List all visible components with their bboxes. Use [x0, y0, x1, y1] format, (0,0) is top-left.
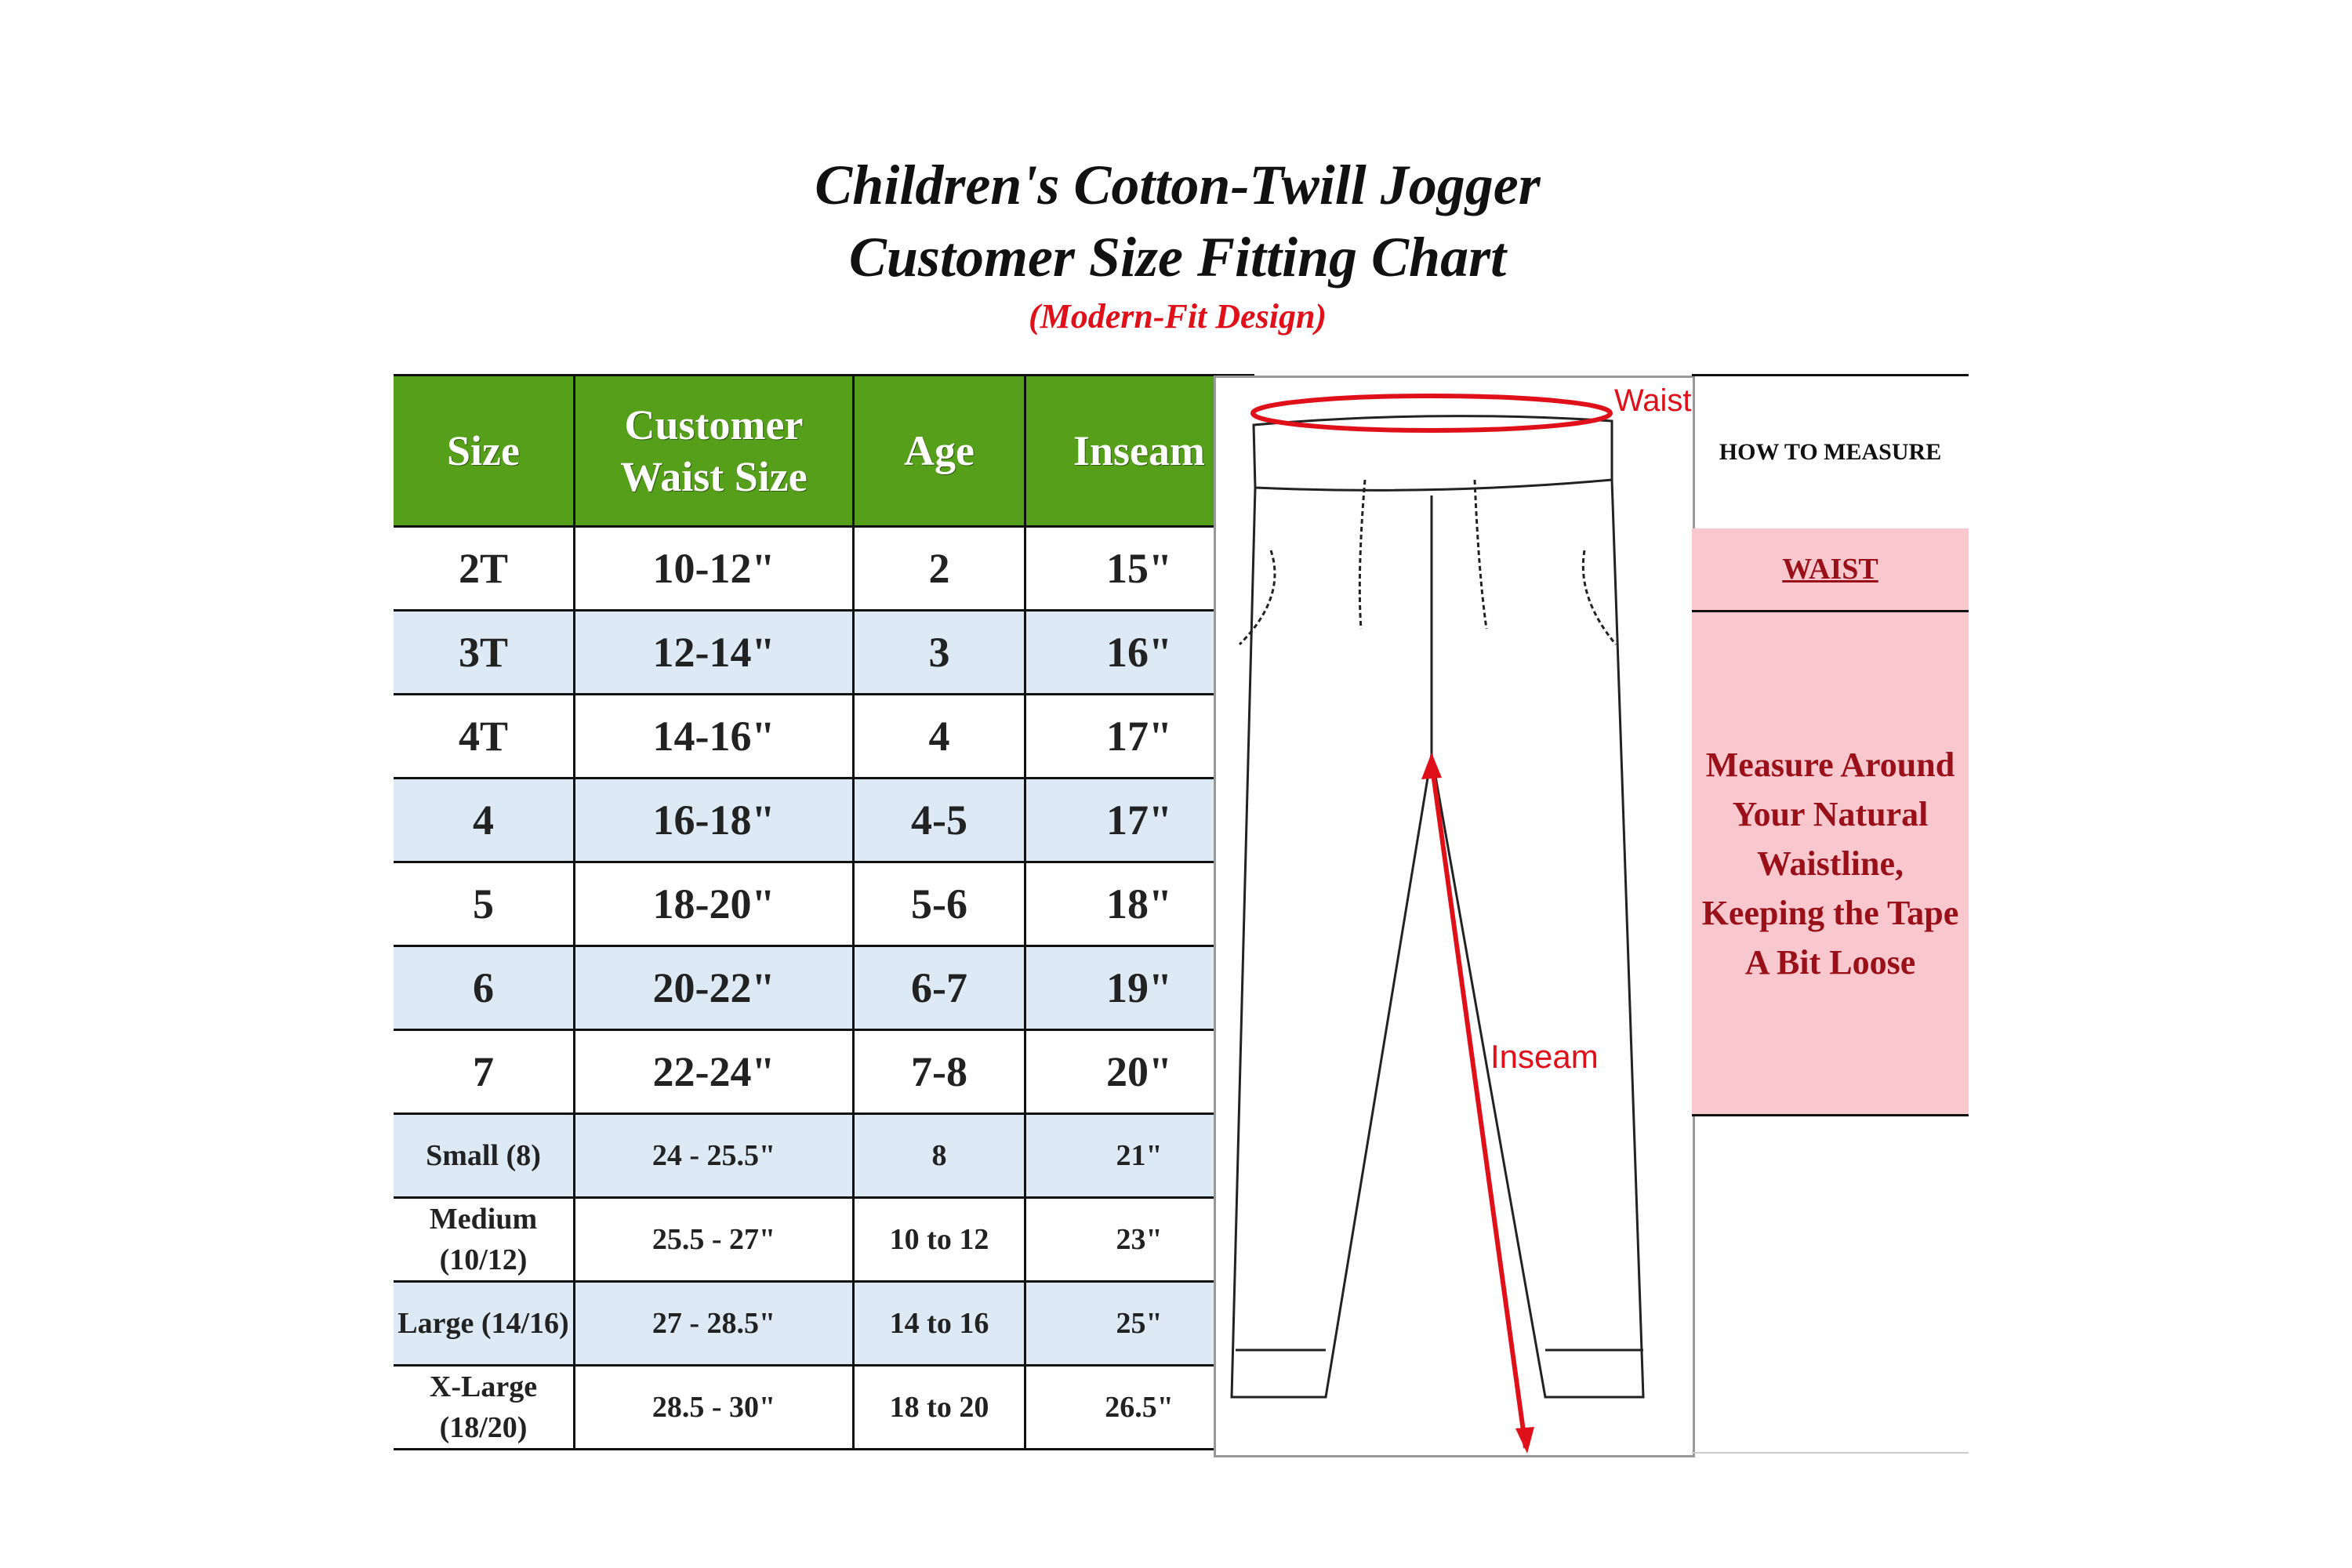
table-row: Large (14/16) 27 - 28.5" 14 to 16 25" — [394, 1280, 1254, 1367]
table-cell: X-Large (18/20) — [394, 1364, 575, 1450]
table-cell: 7 — [394, 1029, 575, 1115]
inseam-label: Inseam — [1490, 1038, 1599, 1075]
table-cell: 10 to 12 — [852, 1196, 1026, 1283]
table-cell: Small (8) — [394, 1112, 575, 1199]
table-cell: 25.5 - 27" — [573, 1196, 855, 1283]
table-cell: 4T — [394, 693, 575, 779]
table-cell: 18 to 20 — [852, 1364, 1026, 1450]
table-cell: 28.5 - 30" — [573, 1364, 855, 1450]
subtitle: (Modern-Fit Design) — [1028, 297, 1327, 336]
table-row: 4 16-18" 4-5 17" — [394, 777, 1254, 863]
jogger-illustration: Waist Inseam — [1230, 383, 1692, 1454]
divider — [1692, 1452, 1969, 1454]
table-row: 7 22-24" 7-8 20" — [394, 1029, 1254, 1115]
table-cell: 3 — [852, 609, 1026, 695]
table-cell: 14 to 16 — [852, 1280, 1026, 1367]
table-row: 4T 14-16" 4 17" — [394, 693, 1254, 779]
table-row: 5 18-20" 5-6 18" — [394, 861, 1254, 947]
waist-section-label: WAIST — [1692, 528, 1969, 612]
table-row: 2T 10-12" 2 15" — [394, 525, 1254, 612]
table-cell: 18-20" — [573, 861, 855, 947]
table-cell: 3T — [394, 609, 575, 695]
waist-measure-ellipse — [1250, 394, 1613, 433]
table-cell: 8 — [852, 1112, 1026, 1199]
column-header: Size — [394, 374, 575, 528]
table-cell: 4-5 — [852, 777, 1026, 863]
table-cell: 24 - 25.5" — [573, 1112, 855, 1199]
jogger-diagram: Waist Inseam — [1214, 376, 1695, 1457]
table-cell: 5 — [394, 861, 575, 947]
table-cell: 6 — [394, 945, 575, 1031]
table-row: Medium (10/12) 25.5 - 27" 10 to 12 23" — [394, 1196, 1254, 1283]
table-cell: Large (14/16) — [394, 1280, 575, 1367]
table-cell: 14-16" — [573, 693, 855, 779]
column-header: Customer Waist Size — [573, 374, 855, 528]
table-cell: 20-22" — [573, 945, 855, 1031]
table-cell: 6-7 — [852, 945, 1026, 1031]
table-cell: 2 — [852, 525, 1026, 612]
table-cell: 5-6 — [852, 861, 1026, 947]
table-cell: 4 — [852, 693, 1026, 779]
table-cell: 4 — [394, 777, 575, 863]
left-leg-outline — [1230, 487, 1433, 1399]
table-cell: 12-14" — [573, 609, 855, 695]
table-cell: 22-24" — [573, 1029, 855, 1115]
table-row: Small (8) 24 - 25.5" 8 21" — [394, 1112, 1254, 1199]
table-cell: 7-8 — [852, 1029, 1026, 1115]
table-row: X-Large (18/20) 28.5 - 30" 18 to 20 26.5" — [394, 1364, 1254, 1450]
table-row: 6 20-22" 6-7 19" — [394, 945, 1254, 1031]
inseam-arrow — [1429, 761, 1528, 1449]
table-cell: 27 - 28.5" — [573, 1280, 855, 1367]
table-cell: Medium (10/12) — [394, 1196, 575, 1283]
right-leg-outline — [1430, 479, 1645, 1399]
table-row: 3T 12-14" 3 16" — [394, 609, 1254, 695]
title-line-2: Customer Size Fitting Chart — [848, 226, 1507, 289]
title-line-1: Children's Cotton-Twill Jogger — [815, 154, 1541, 216]
column-header: Age — [852, 374, 1026, 528]
size-table: Size Customer Waist Size Age Inseam 2T 10-12… — [394, 374, 1254, 1450]
how-to-measure-heading: HOW TO MEASURE — [1692, 374, 1969, 531]
table-cell: 16-18" — [573, 777, 855, 863]
waist-instruction: Measure Around Your Natural Waistline, K… — [1692, 612, 1969, 1116]
waist-label: Waist — [1614, 383, 1692, 418]
table-cell: 2T — [394, 525, 575, 612]
table-cell: 10-12" — [573, 525, 855, 612]
table-header-row: Size Customer Waist Size Age Inseam — [394, 374, 1254, 528]
